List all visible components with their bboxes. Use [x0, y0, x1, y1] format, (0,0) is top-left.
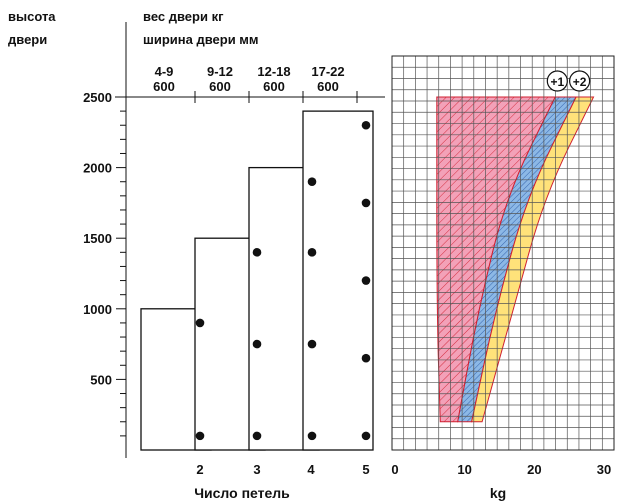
hinge-dot — [361, 431, 371, 441]
y-axis-title-line-2: двери — [8, 32, 47, 47]
group-width-label: 600 — [153, 79, 175, 94]
hinge-dot — [252, 431, 262, 441]
hinge-dot — [307, 431, 317, 441]
y-axis-title-line-1: высота — [8, 9, 56, 24]
group-width-label: 600 — [209, 79, 231, 94]
kg-tick-label: 20 — [527, 462, 541, 477]
group-width-label: 600 — [263, 79, 285, 94]
y-tick-label: 1500 — [83, 231, 112, 246]
hinge-dot — [361, 120, 371, 130]
header-line-1: вес двери кг — [143, 9, 224, 24]
hinge-dot — [195, 318, 205, 328]
x-tick-label: 2 — [196, 462, 203, 477]
band-annotation-circle — [569, 70, 591, 92]
kg-band-hatch — [436, 97, 556, 422]
group-weight-label: 12-18 — [257, 64, 290, 79]
y-tick-label: 500 — [90, 372, 112, 387]
x-tick-label: 4 — [307, 462, 315, 477]
header-line-2: ширина двери мм — [143, 32, 259, 47]
kg-tick-label: 10 — [457, 462, 471, 477]
x-axis-title: Число петель — [194, 485, 290, 501]
hinge-dot — [307, 339, 317, 349]
band-annotation-circle — [546, 70, 568, 92]
hinge-dot — [252, 248, 262, 257]
kg-tick-label: 0 — [391, 462, 398, 477]
band-annotation-label: +2 — [573, 75, 587, 89]
x-tick-label: 3 — [253, 462, 260, 477]
left-chart: 50010001500200025004-96009-1260012-18600… — [83, 22, 385, 477]
y-tick-label: 1000 — [83, 302, 112, 317]
right-chart: +1 +2 0 10 20 30 — [391, 55, 615, 477]
group-weight-label: 17-22 — [311, 64, 344, 79]
hinge-dot — [361, 198, 371, 208]
kg-band-hatch — [457, 97, 577, 422]
kg-band-fill — [471, 97, 594, 422]
hinge-dot — [195, 431, 205, 441]
group-weight-label: 4-9 — [155, 64, 174, 79]
kg-band-outline — [471, 96, 595, 423]
kg-tick-label: 30 — [597, 462, 611, 477]
hinge-dot — [361, 276, 371, 285]
hinge-dot — [361, 353, 371, 363]
hinge-dot — [307, 248, 317, 257]
grid-border — [391, 55, 615, 451]
y-tick-label: 2000 — [83, 161, 112, 176]
door-range-bar — [302, 110, 374, 451]
x-tick-label: 5 — [362, 462, 369, 477]
band-annotation-label: +1 — [550, 75, 564, 89]
right-x-axis-title: kg — [490, 485, 506, 501]
y-tick-label: 2500 — [83, 90, 112, 105]
hinge-dot — [252, 339, 262, 349]
hinge-dot — [307, 177, 317, 187]
group-width-label: 600 — [317, 79, 339, 94]
group-weight-label: 9-12 — [207, 64, 233, 79]
